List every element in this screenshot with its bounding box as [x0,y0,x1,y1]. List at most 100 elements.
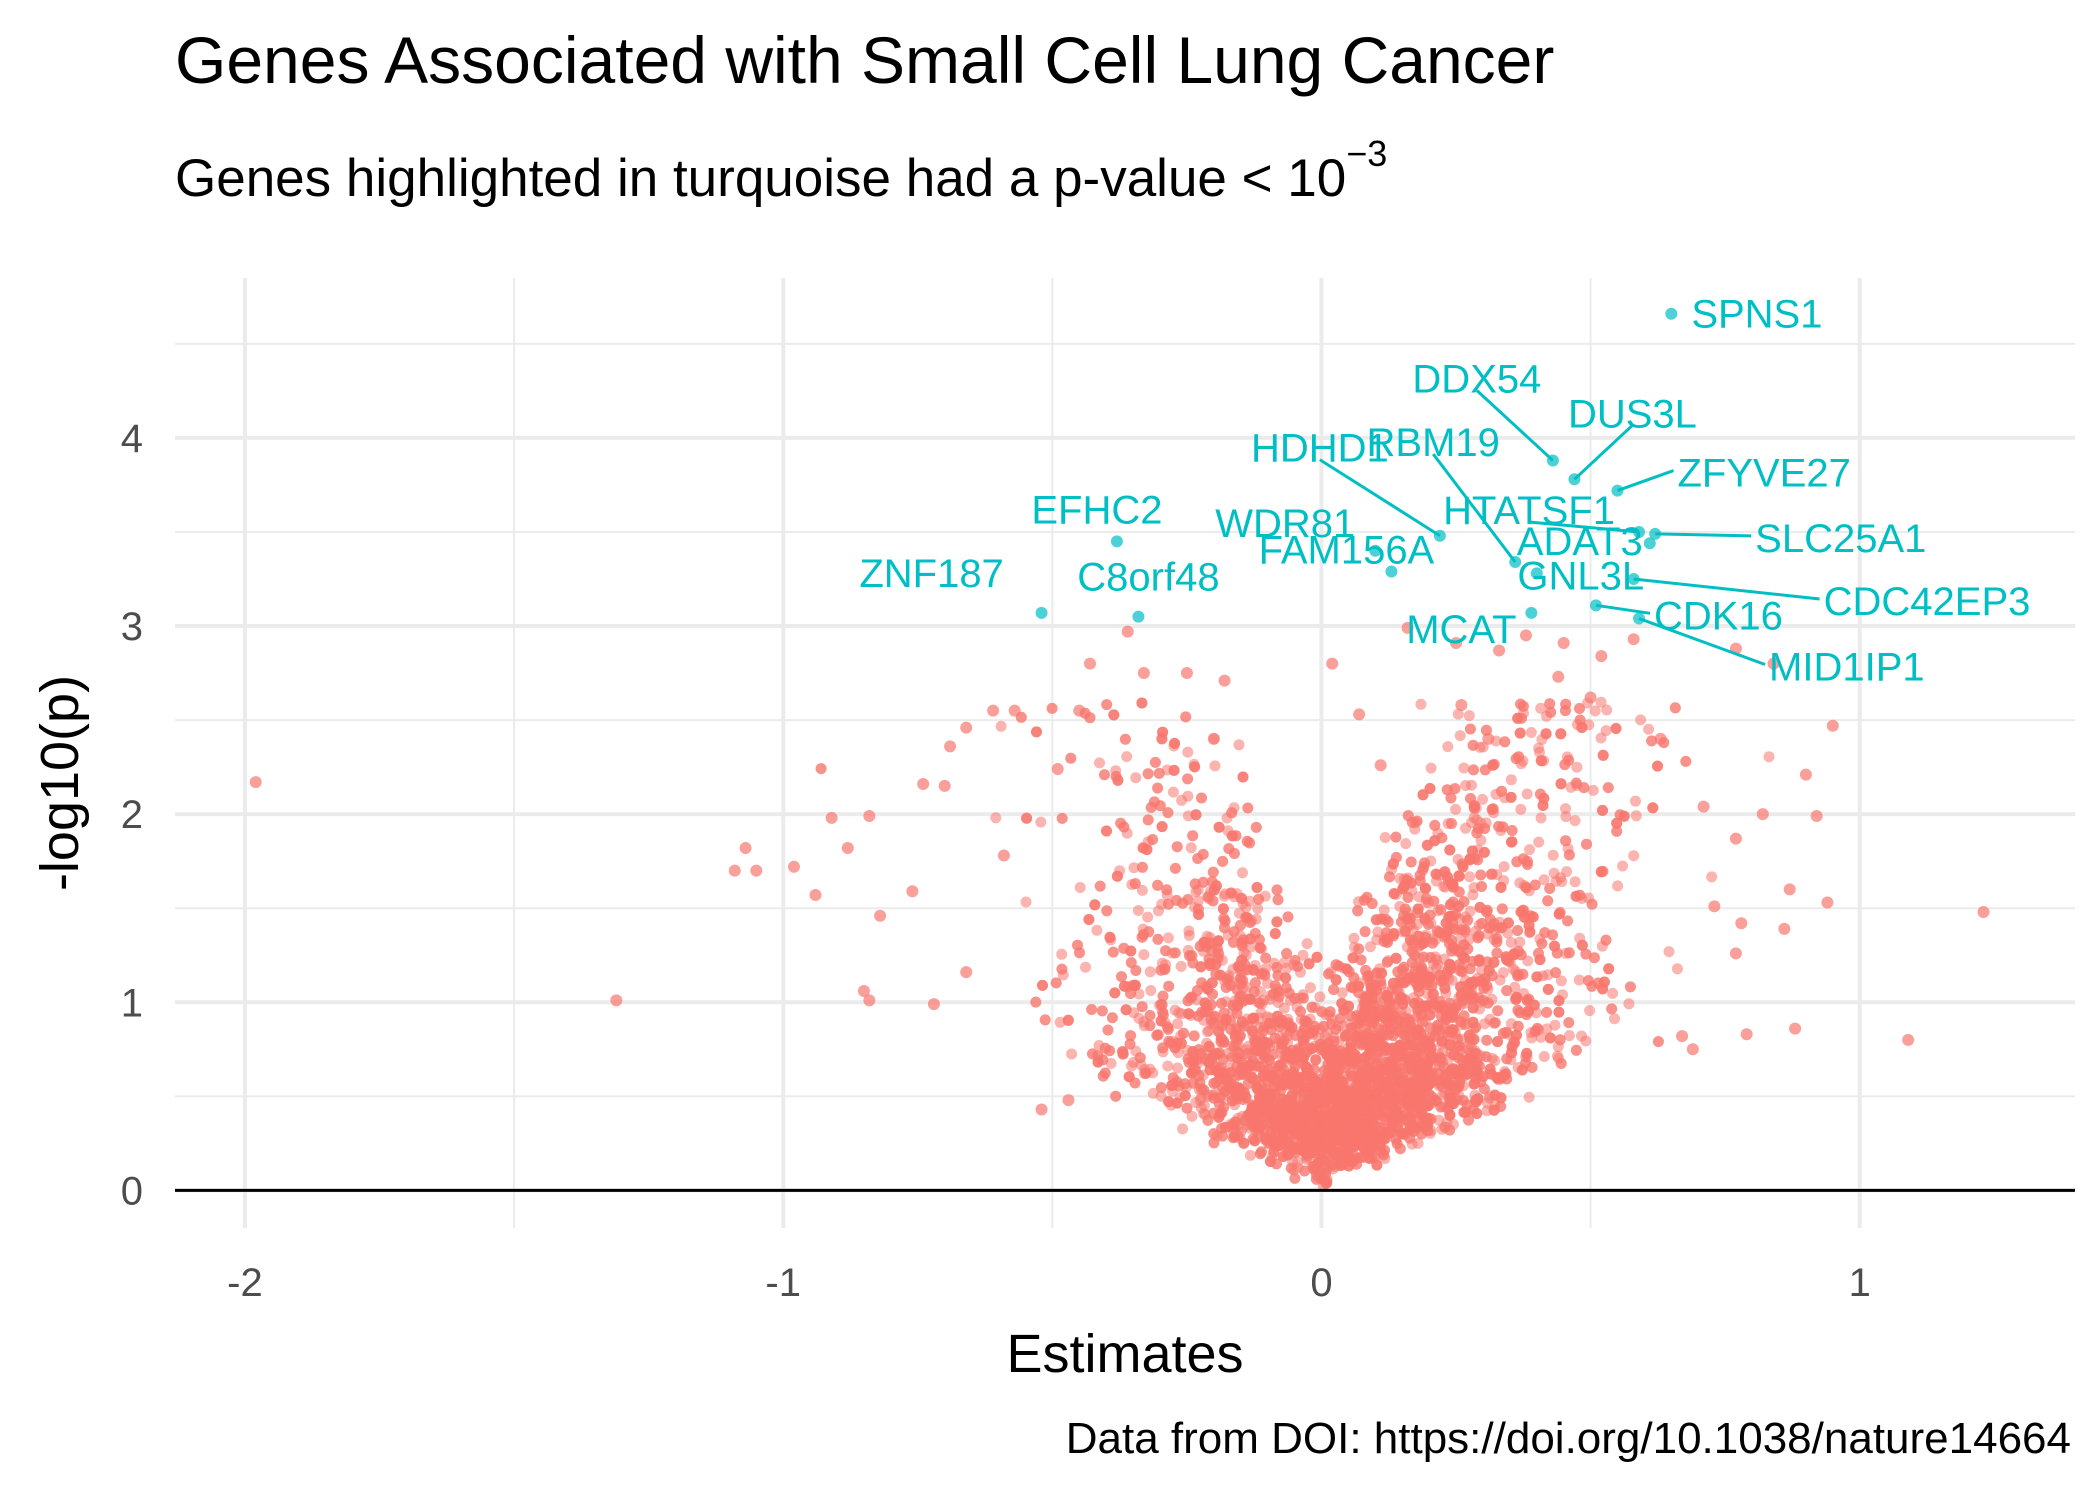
gene-point [1446,818,1457,829]
gene-point [1233,739,1245,751]
gene-point [1316,1173,1328,1185]
gene-point [1353,980,1364,992]
gene-point [1271,884,1283,896]
gene-point [1460,780,1472,791]
gene-point [1403,1023,1415,1035]
gene-point [1311,951,1323,963]
gene-point [1477,793,1488,805]
gene-point [1310,1054,1322,1066]
gene-point [1281,948,1293,959]
gene-point [1458,762,1470,774]
gene-point [1166,1079,1178,1091]
gene-point [1486,804,1498,815]
gene-point [1427,937,1439,949]
gene-point [1237,867,1248,879]
gene-point [1501,985,1513,997]
gene-point [1196,792,1207,804]
gene-point [1020,896,1032,908]
gene-point [1210,1077,1222,1088]
gene-point [1130,772,1142,784]
gene-point [1515,803,1527,815]
gene-point [1281,962,1293,974]
gene-point [1422,1119,1434,1131]
gene-point [1381,956,1393,968]
gene-point [1464,905,1476,917]
gene-point [1235,1090,1247,1102]
gene-point [1471,1057,1483,1069]
gene-point [1404,1110,1415,1122]
gene-point [1359,926,1371,938]
gene-point [1506,836,1518,848]
gene-point [1219,915,1231,927]
gene-point [1390,952,1402,964]
gene-point [1162,1023,1174,1035]
gene-point [1473,992,1485,1004]
gene-point [1560,835,1572,847]
gene-point [1439,866,1451,878]
gene-point [1306,1043,1318,1055]
gene-point [1183,930,1195,941]
gene-point [1163,1096,1175,1108]
gene-point [1541,1006,1553,1018]
gene-point [1464,723,1476,735]
gene-point [1147,834,1159,845]
gene-point [1220,1121,1232,1133]
gene-point [1301,938,1313,950]
gene-point [1435,904,1447,916]
gene-point [1228,926,1240,938]
gene-point [1358,1126,1369,1138]
gene-point [1099,769,1110,781]
gene-point [1248,1012,1260,1024]
gene-point [1482,997,1494,1009]
gene-point [1364,1089,1376,1101]
gene-point [1468,800,1480,812]
gene-point [1214,1108,1226,1120]
gene-point [1050,977,1062,989]
gene-point [1550,967,1562,979]
gene-point [1419,857,1430,869]
gene-point [1462,914,1474,926]
gene-point [1505,774,1517,786]
gene-point [1597,749,1609,761]
gene-point [1378,935,1390,947]
gene-point [1099,1042,1111,1054]
gene-point [1035,816,1047,828]
gene-point [1600,725,1612,737]
gene-point [1467,889,1479,901]
gene-point [1538,874,1550,886]
gene-point [990,812,1002,824]
gene-point [1441,784,1453,796]
gene-point [1609,1013,1620,1025]
gene-point [1399,1077,1411,1089]
gene-point [1251,1082,1263,1094]
gene-point [1556,876,1568,888]
gene-point [1470,1096,1482,1108]
gene-point [1225,1023,1237,1035]
gene-point [1624,981,1636,993]
gene-point [1412,1137,1424,1149]
gene-point [1447,1011,1459,1023]
gene-point [1172,1062,1184,1074]
gene-point [1271,916,1283,928]
gene-point [1330,959,1342,971]
gene-point [1533,742,1545,754]
gene-point [1555,1058,1567,1069]
gene-point [1335,1160,1346,1172]
gene-point [1140,1067,1152,1079]
gene-point [1245,1105,1257,1116]
gene-point [1269,1032,1281,1044]
gene-point [1083,914,1095,925]
gene-point [1563,1017,1575,1029]
gene-point [1446,974,1458,986]
gene-point [1107,946,1119,958]
gene-point [1680,755,1692,767]
gene-point [1607,987,1619,999]
gene-point [1145,985,1157,996]
gene-point [1132,905,1144,916]
gene-point [1171,841,1183,853]
gene-point [1481,1034,1493,1046]
gene-point [1245,941,1257,953]
gene-point [1444,1124,1456,1136]
gene-point [1177,1123,1189,1135]
gene-point [1183,1008,1195,1020]
